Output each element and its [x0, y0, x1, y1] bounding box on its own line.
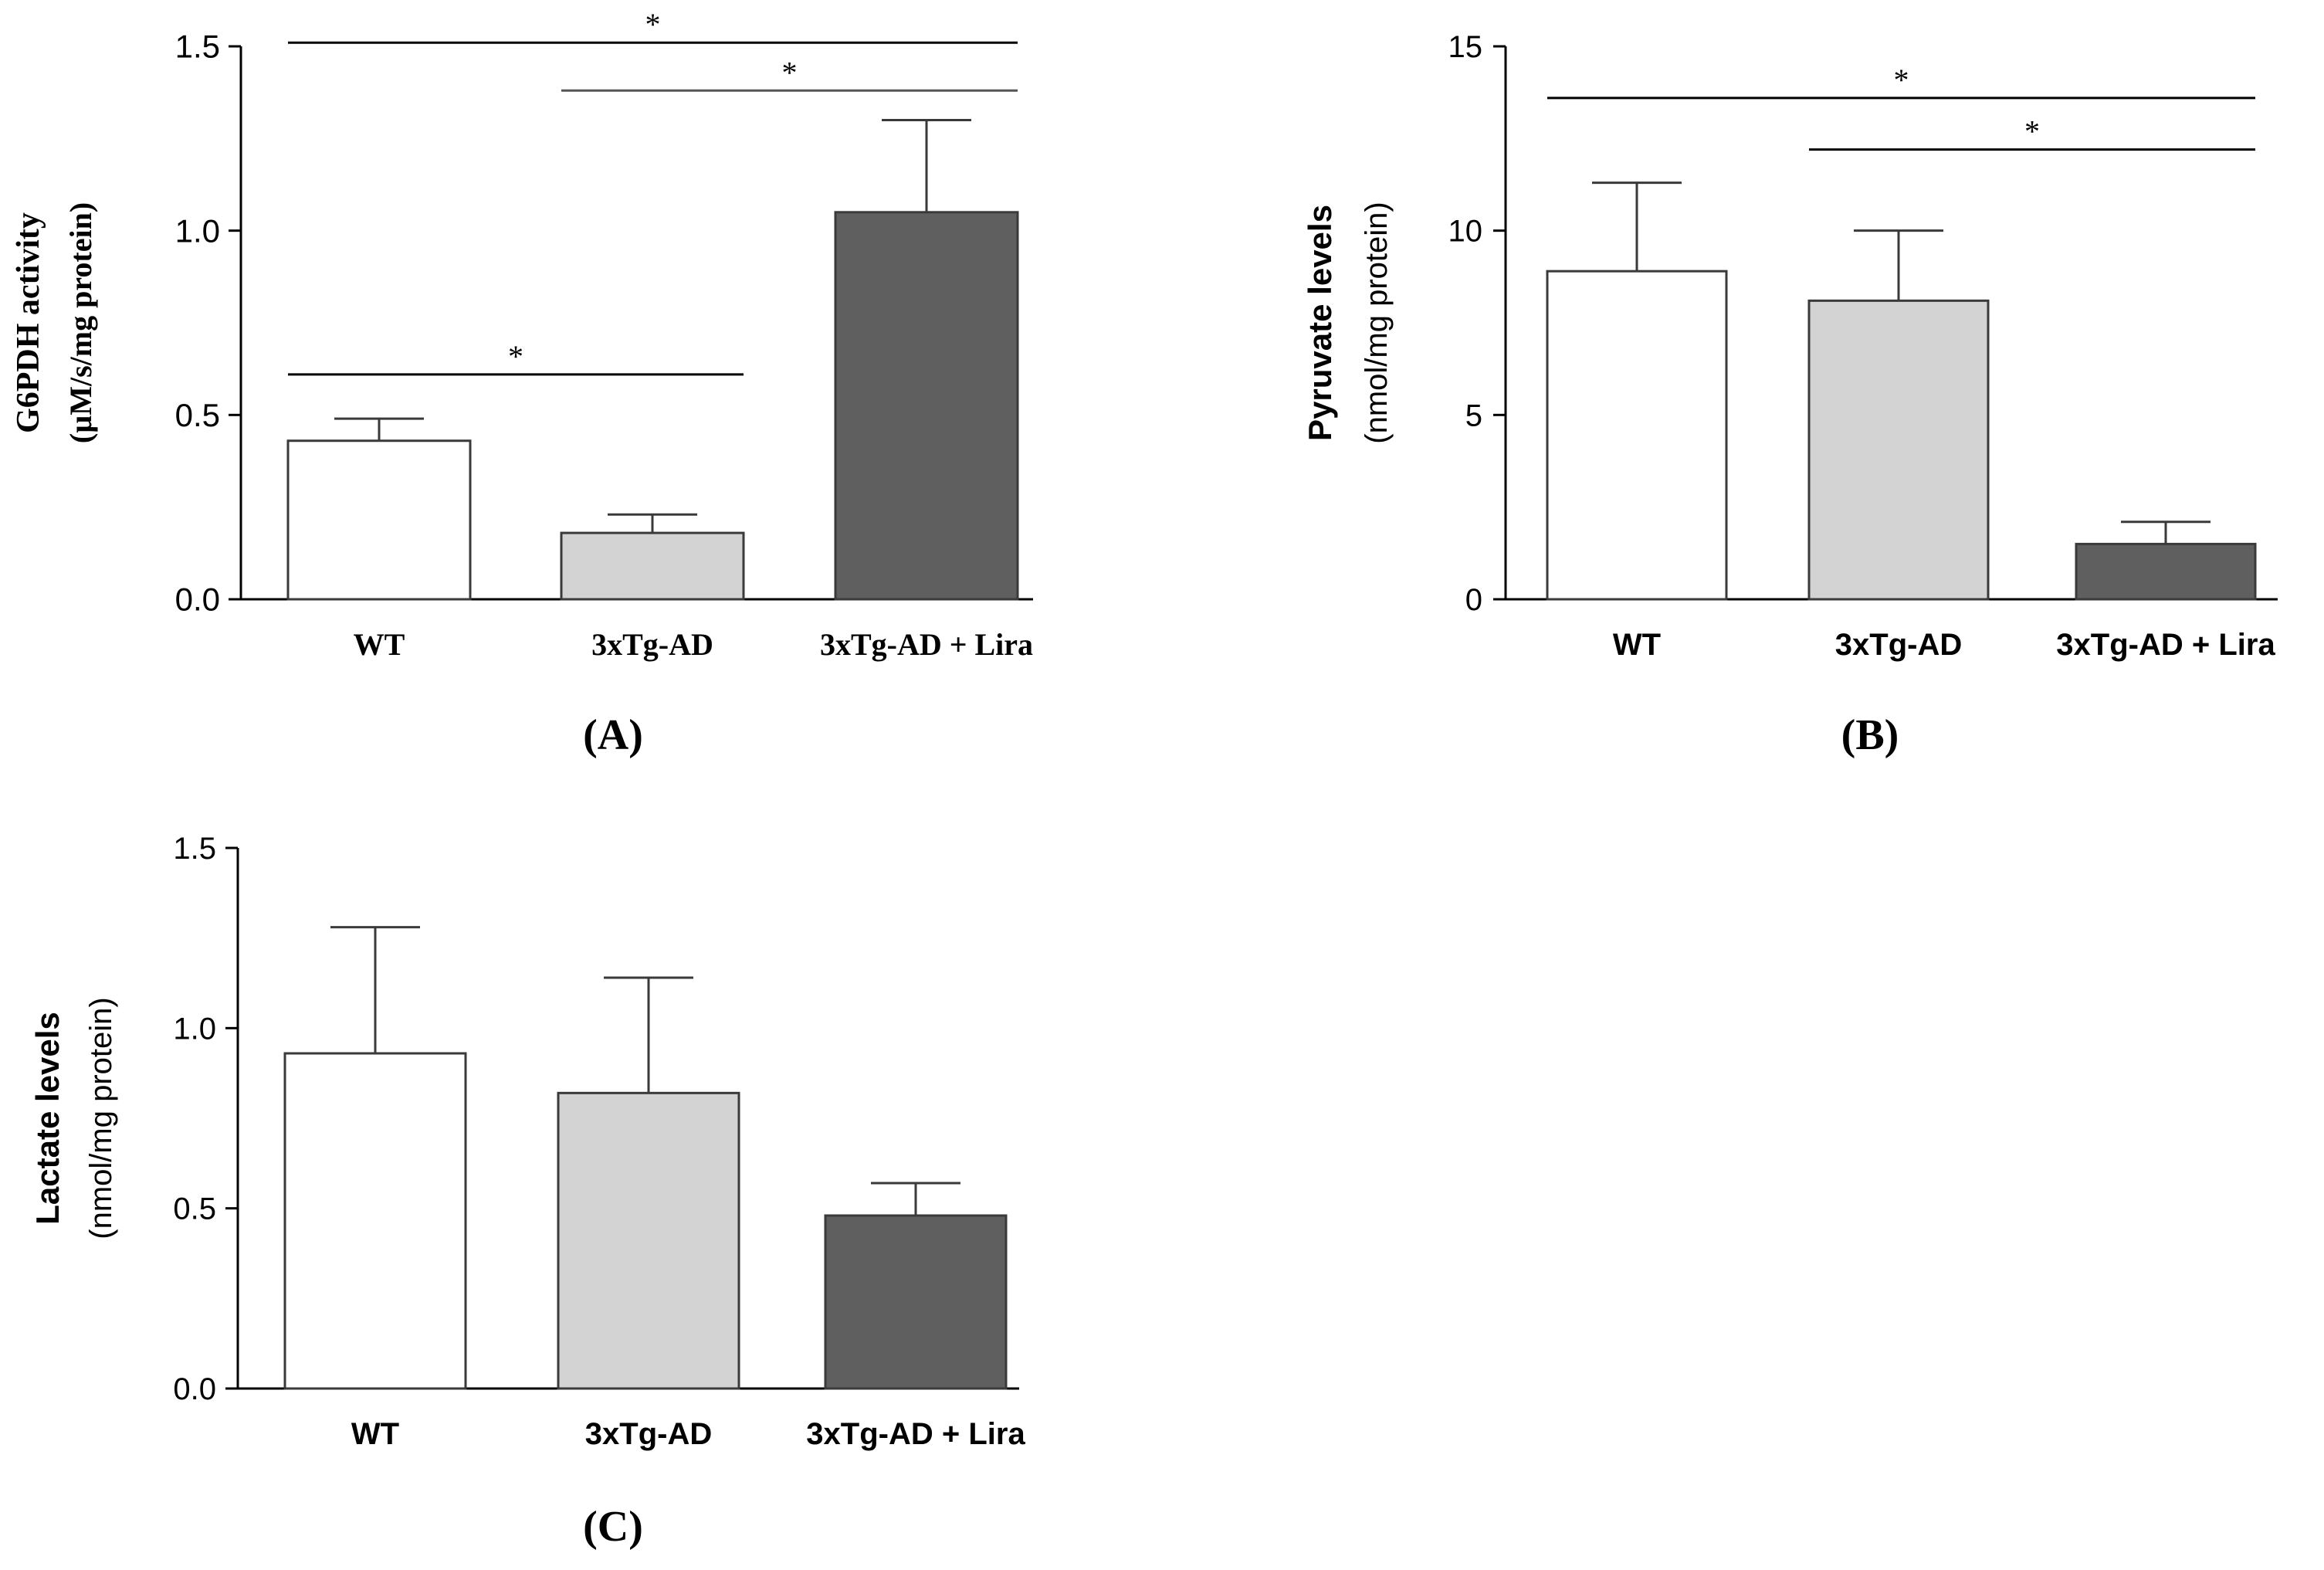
significance-star: *: [1894, 63, 1909, 97]
y-axis-unit: (µM/s/mg protein): [63, 202, 98, 443]
y-tick-label: 0.0: [173, 1372, 216, 1406]
bar-3xtg-ad-lira: [824, 1214, 1008, 1390]
y-tick-label: 0: [1465, 583, 1482, 617]
significance-star: *: [508, 339, 523, 374]
y-axis-title: Pyruvate levels: [1302, 205, 1338, 441]
y-tick-label: 5: [1465, 398, 1482, 432]
y-axis-title: G6PDH activity: [11, 212, 46, 433]
significance-star: *: [782, 55, 798, 90]
bar-3xtg-ad: [557, 1091, 740, 1390]
y-tick-label: 10: [1448, 215, 1483, 249]
category-label: WT: [354, 627, 405, 662]
bar-3xtg-ad-lira: [2075, 542, 2257, 601]
y-tick-label: 1.0: [175, 212, 220, 249]
category-label: 3xTg-AD: [591, 627, 713, 662]
y-axis-unit: (nmol/mg protein): [1360, 202, 1394, 443]
y-tick-label: 1.5: [173, 832, 216, 866]
category-label: WT: [351, 1417, 399, 1451]
y-axis-unit: (nmol/mg protein): [84, 997, 118, 1239]
y-tick-label: 15: [1448, 30, 1483, 64]
significance-star: *: [2024, 114, 2040, 149]
panel-label: (B): [1841, 711, 1899, 759]
panel-label: (A): [583, 711, 643, 759]
bar-3xtg-ad: [560, 531, 745, 601]
bar-3xtg-ad-lira: [834, 211, 1019, 601]
bar-wt: [1546, 270, 1728, 601]
bar-wt: [286, 439, 472, 601]
bar-3xtg-ad: [1807, 299, 1990, 601]
y-axis-title: Lactate levels: [29, 1012, 66, 1225]
chart-panel-b: 0 5 10 15 WT 3xTg-AD 3xTg-AD + Lira * * Pyruvate …: [1302, 30, 2278, 759]
y-tick-label: 0.0: [175, 582, 220, 618]
chart-panel-a: 0.0 0.5 1.0 1.5 WT 3xTg-AD 3xTg-AD + Lira * * * G6…: [11, 7, 1033, 759]
category-label: 3xTg-AD + Lira: [2056, 628, 2275, 662]
significance-star: *: [645, 7, 661, 42]
category-label: 3xTg-AD: [1835, 628, 1962, 662]
y-tick-label: 1.0: [173, 1012, 216, 1046]
panel-label: (C): [583, 1503, 643, 1551]
y-tick-label: 0.5: [173, 1192, 216, 1226]
category-label: 3xTg-AD + Lira: [806, 1417, 1025, 1451]
bar-wt: [283, 1052, 467, 1390]
category-label: WT: [1613, 628, 1661, 662]
category-label: 3xTg-AD: [585, 1417, 712, 1451]
y-tick-label: 1.5: [175, 29, 220, 65]
category-label: 3xTg-AD + Lira: [820, 627, 1033, 662]
y-tick-label: 0.5: [175, 397, 220, 433]
chart-panel-c: 0.0 0.5 1.0 1.5 WT 3xTg-AD 3xTg-AD + Lira Lacta…: [29, 832, 1025, 1551]
